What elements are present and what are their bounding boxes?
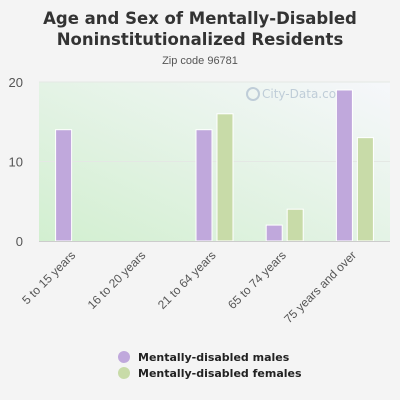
chart-subtitle: Zip code 96781 [162, 55, 238, 67]
watermark-text: City-Data.com [262, 87, 348, 101]
y-axis-ticks: 0 10 20 [9, 75, 23, 249]
x-axis-ticks: 5 to 15 years 16 to 20 years 21 to 64 year… [19, 248, 359, 326]
bar-males[interactable] [335, 89, 353, 242]
y-tick-label: 10 [9, 155, 23, 170]
gridlines [39, 81, 390, 162]
legend-swatch-females [118, 367, 130, 379]
legend-label-females: Mentally-disabled females [138, 366, 302, 380]
y-tick-label: 20 [9, 75, 23, 90]
y-tick-label: 0 [16, 234, 23, 249]
bar-males[interactable] [265, 224, 283, 242]
x-tick-label: 5 to 15 years [19, 248, 78, 307]
bar-males[interactable] [195, 129, 213, 242]
legend-item-females[interactable]: Mentally-disabled females [118, 365, 302, 381]
x-tick-label: 21 to 64 years [155, 248, 219, 312]
bars [55, 89, 374, 242]
bar-males[interactable] [55, 129, 73, 242]
x-tick-label: 16 to 20 years [85, 248, 149, 312]
x-tick-label: 75 years and over [281, 248, 359, 326]
legend-label-males: Mentally-disabled males [138, 350, 290, 364]
legend: Mentally-disabled males Mentally-disable… [118, 349, 302, 381]
chart-title: Age and Sex of Mentally-Disabled Noninst… [43, 9, 357, 49]
legend-item-males[interactable]: Mentally-disabled males [118, 349, 302, 365]
bar-females[interactable] [356, 137, 374, 242]
bar-females[interactable] [216, 113, 234, 242]
watermark: City-Data.com [246, 87, 348, 101]
legend-swatch-males [118, 351, 130, 363]
bar-females[interactable] [286, 208, 304, 242]
x-tick-label: 65 to 74 years [225, 248, 289, 312]
